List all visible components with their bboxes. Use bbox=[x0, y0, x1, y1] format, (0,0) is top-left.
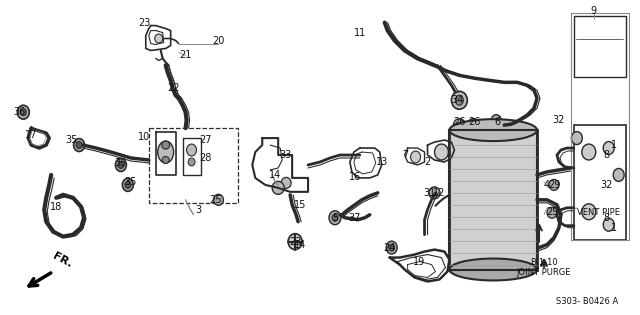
Ellipse shape bbox=[467, 119, 479, 132]
Ellipse shape bbox=[122, 178, 133, 191]
Text: 11: 11 bbox=[354, 27, 366, 37]
Ellipse shape bbox=[332, 214, 338, 221]
Ellipse shape bbox=[118, 162, 124, 169]
Ellipse shape bbox=[582, 204, 596, 220]
Text: 25: 25 bbox=[209, 195, 221, 205]
Text: 14: 14 bbox=[269, 170, 282, 180]
Text: 29: 29 bbox=[546, 207, 558, 217]
Text: 8: 8 bbox=[604, 213, 610, 223]
Ellipse shape bbox=[76, 141, 82, 149]
Text: 15: 15 bbox=[294, 200, 307, 210]
Text: 35: 35 bbox=[125, 177, 137, 187]
Ellipse shape bbox=[604, 218, 614, 231]
Text: 5: 5 bbox=[332, 213, 338, 223]
Ellipse shape bbox=[388, 244, 395, 251]
Text: 1: 1 bbox=[611, 140, 617, 150]
Text: 20: 20 bbox=[212, 36, 225, 46]
Ellipse shape bbox=[582, 144, 596, 160]
Bar bbox=[449, 130, 537, 270]
Text: 31: 31 bbox=[424, 188, 436, 198]
Text: 13: 13 bbox=[376, 157, 388, 167]
Text: 6: 6 bbox=[494, 117, 500, 127]
Ellipse shape bbox=[155, 34, 163, 43]
Ellipse shape bbox=[188, 158, 195, 166]
Text: 35: 35 bbox=[65, 135, 77, 145]
Text: 24: 24 bbox=[383, 243, 396, 253]
Text: 32: 32 bbox=[553, 115, 565, 125]
Ellipse shape bbox=[214, 194, 223, 205]
Text: 23: 23 bbox=[139, 18, 151, 28]
Ellipse shape bbox=[449, 119, 537, 141]
Ellipse shape bbox=[74, 139, 84, 152]
Text: 12: 12 bbox=[433, 188, 445, 198]
Text: S303- B0426 A: S303- B0426 A bbox=[556, 297, 618, 306]
Text: JOINT PURGE: JOINT PURGE bbox=[516, 267, 572, 277]
Text: 33: 33 bbox=[279, 150, 291, 160]
Bar bbox=[574, 16, 626, 77]
Text: 18: 18 bbox=[50, 202, 62, 212]
Ellipse shape bbox=[547, 207, 557, 218]
Ellipse shape bbox=[162, 141, 170, 149]
Text: 34: 34 bbox=[451, 95, 463, 105]
Ellipse shape bbox=[288, 234, 302, 249]
Ellipse shape bbox=[613, 169, 624, 181]
Text: B-1-10: B-1-10 bbox=[530, 258, 558, 266]
Text: 8: 8 bbox=[604, 150, 610, 160]
Ellipse shape bbox=[492, 115, 501, 126]
Text: 1: 1 bbox=[611, 223, 617, 233]
Text: FR.: FR. bbox=[51, 251, 74, 270]
Ellipse shape bbox=[115, 158, 126, 171]
Bar bbox=[574, 125, 626, 240]
Text: 28: 28 bbox=[199, 153, 212, 163]
Ellipse shape bbox=[162, 157, 169, 163]
Ellipse shape bbox=[125, 181, 131, 188]
Ellipse shape bbox=[429, 187, 440, 199]
Ellipse shape bbox=[456, 95, 463, 105]
Ellipse shape bbox=[20, 109, 26, 116]
Ellipse shape bbox=[549, 180, 559, 190]
Text: 10: 10 bbox=[138, 132, 150, 142]
Text: 3: 3 bbox=[195, 205, 202, 215]
Text: 23: 23 bbox=[289, 237, 301, 247]
Text: 19: 19 bbox=[413, 256, 426, 266]
Text: 16: 16 bbox=[349, 172, 361, 182]
Text: 14: 14 bbox=[294, 240, 306, 249]
Text: 36: 36 bbox=[13, 107, 26, 117]
Ellipse shape bbox=[411, 151, 420, 163]
Ellipse shape bbox=[329, 211, 341, 225]
Ellipse shape bbox=[435, 144, 449, 160]
Ellipse shape bbox=[187, 144, 196, 156]
Text: VENT PIPE: VENT PIPE bbox=[577, 208, 620, 217]
Ellipse shape bbox=[453, 119, 465, 132]
Text: 37: 37 bbox=[349, 213, 361, 223]
Text: 32: 32 bbox=[600, 180, 613, 190]
Bar bbox=[148, 128, 238, 203]
Text: 2: 2 bbox=[424, 157, 431, 167]
Text: 35: 35 bbox=[115, 158, 127, 168]
Text: 7: 7 bbox=[403, 150, 409, 160]
Text: 21: 21 bbox=[179, 50, 192, 60]
Text: 9: 9 bbox=[591, 6, 597, 16]
Ellipse shape bbox=[449, 259, 537, 280]
Ellipse shape bbox=[272, 181, 284, 194]
Ellipse shape bbox=[281, 177, 291, 188]
Ellipse shape bbox=[17, 105, 29, 119]
Text: 26: 26 bbox=[453, 117, 465, 127]
Ellipse shape bbox=[451, 91, 467, 109]
Text: 27: 27 bbox=[199, 135, 212, 145]
Text: 4: 4 bbox=[544, 180, 550, 190]
Text: 22: 22 bbox=[168, 83, 180, 93]
Text: 26: 26 bbox=[468, 117, 481, 127]
Ellipse shape bbox=[157, 141, 173, 163]
Ellipse shape bbox=[386, 241, 397, 254]
Ellipse shape bbox=[604, 141, 614, 155]
Ellipse shape bbox=[572, 132, 582, 145]
Text: 17: 17 bbox=[25, 130, 38, 140]
Bar bbox=[449, 130, 537, 270]
Text: 29: 29 bbox=[548, 180, 560, 190]
